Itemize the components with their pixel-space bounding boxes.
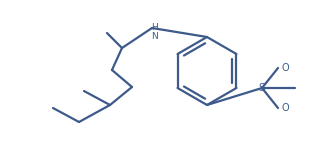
Text: O: O — [281, 63, 289, 73]
Text: O: O — [281, 103, 289, 113]
Text: H
N: H N — [152, 23, 158, 41]
Text: S: S — [259, 83, 265, 93]
